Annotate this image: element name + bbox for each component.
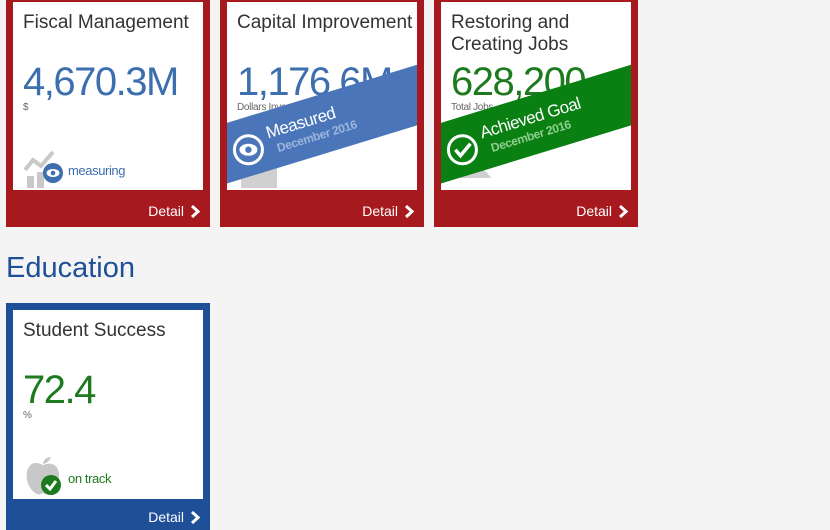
- card-student-success[interactable]: Student Success 72.4 % on track Detail: [6, 303, 210, 530]
- card-body: Fiscal Management 4,670.3M $ measuring: [13, 2, 203, 190]
- card-title: Capital Improvement: [237, 12, 413, 33]
- card-unit: %: [23, 410, 32, 421]
- check-circle-icon: [442, 130, 483, 175]
- card-status: on track: [23, 455, 111, 499]
- status-label: on track: [68, 471, 112, 486]
- apple-icon: [23, 455, 65, 499]
- detail-link[interactable]: Detail: [576, 203, 628, 219]
- card-status: measuring: [23, 148, 126, 190]
- chevron-right-icon: [190, 510, 200, 524]
- card-fiscal-management[interactable]: Fiscal Management 4,670.3M $ measuring D…: [6, 0, 210, 227]
- section-title-education: Education: [6, 252, 135, 284]
- card-unit: $: [23, 102, 29, 113]
- card-unit: Dollars Invested: [237, 102, 304, 113]
- card-title: Fiscal Management: [23, 12, 189, 33]
- detail-label: Detail: [362, 203, 398, 219]
- detail-link[interactable]: Detail: [362, 203, 414, 219]
- chevron-right-icon: [404, 204, 414, 218]
- detail-label: Detail: [148, 509, 184, 525]
- card-body: Student Success 72.4 % on track: [13, 310, 203, 499]
- status-label: measuring: [68, 163, 126, 178]
- status-banner: Achieved Goal December 2016: [441, 53, 631, 188]
- card-value: 4,670.3M: [23, 60, 179, 104]
- card-body: Restoring and Creating Jobs 628,200 Tota…: [441, 2, 631, 190]
- detail-link[interactable]: Detail: [148, 509, 200, 525]
- detail-label: Detail: [576, 203, 612, 219]
- card-body: Capital Improvement 1,176.6M Dollars Inv…: [227, 2, 417, 190]
- card-title: Student Success: [23, 320, 166, 341]
- chevron-right-icon: [190, 204, 200, 218]
- detail-link[interactable]: Detail: [148, 203, 200, 219]
- card-capital-improvement[interactable]: Capital Improvement 1,176.6M Dollars Inv…: [220, 0, 424, 227]
- chevron-right-icon: [618, 204, 628, 218]
- eye-icon: [228, 130, 269, 175]
- card-value: 72.4: [23, 368, 96, 412]
- detail-label: Detail: [148, 203, 184, 219]
- status-banner: Measured December 2016: [227, 53, 417, 188]
- card-title: Restoring and Creating Jobs: [451, 12, 570, 55]
- card-unit: Total Jobs: [451, 102, 494, 113]
- card-restoring-jobs[interactable]: Restoring and Creating Jobs 628,200 Tota…: [434, 0, 638, 227]
- chart-eye-icon: [23, 148, 65, 190]
